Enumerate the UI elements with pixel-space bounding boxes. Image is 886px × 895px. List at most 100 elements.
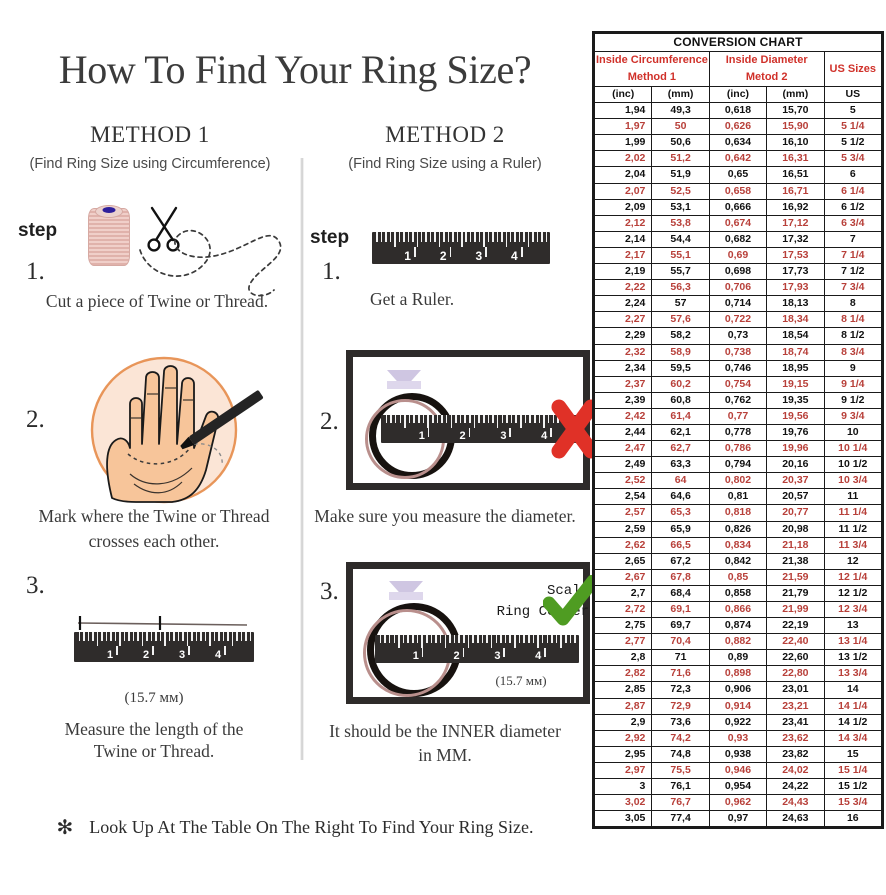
table-cell: 2,82 [593, 665, 653, 683]
table-row[interactable]: 2,85 72,3 0,906 23,01 14 [593, 681, 883, 699]
table-cell: 2,97 [593, 761, 653, 780]
ruler-tick [380, 232, 383, 242]
table-cell: 56,3 [651, 279, 710, 297]
table-row[interactable]: 2,57 65,3 0,818 20,77 11 1/4 [593, 504, 883, 522]
ruler-separator [152, 645, 154, 656]
ruler-tick [168, 632, 170, 641]
ruler-tick [500, 635, 502, 644]
ruler-tick [514, 232, 516, 242]
table-cell: 3 [593, 778, 653, 796]
table-row[interactable]: 1,99 50,6 0,634 16,10 5 1/2 [593, 134, 883, 152]
table-row[interactable]: 2,9 73,6 0,922 23,41 14 1/2 [593, 713, 883, 731]
table-row[interactable]: 2,44 62,1 0,778 19,76 10 [593, 423, 883, 442]
table-cell: 9 [823, 359, 883, 377]
ruler-tick [506, 415, 508, 424]
table-row[interactable]: 2,49 63,3 0,794 20,16 10 1/2 [593, 456, 883, 474]
table-row[interactable]: 2,14 54,4 0,682 17,32 7 [593, 230, 883, 248]
table-cell: 62,7 [651, 440, 710, 458]
ruler-tick [403, 232, 405, 242]
hand-with-thread-illustration [90, 356, 264, 504]
table-cell: 0,778 [708, 423, 768, 442]
table-row[interactable]: 2,59 65,9 0,826 20,98 11 1/2 [593, 520, 883, 538]
table-row[interactable]: 2,04 51,9 0,65 16,51 6 [593, 166, 883, 184]
ruler-number: 3 [475, 249, 483, 263]
table-row[interactable]: 2,34 59,5 0,746 18,95 9 [593, 359, 883, 377]
table-row[interactable]: 2,27 57,6 0,722 18,34 8 1/4 [593, 311, 883, 329]
table-row[interactable]: 2,8 71 0,89 22,60 13 1/2 [593, 649, 883, 667]
table-cell: 2,54 [593, 488, 653, 506]
table-row[interactable]: 3 76,1 0,954 24,22 15 1/2 [593, 778, 883, 796]
ruler-tick [379, 635, 382, 644]
table-row[interactable]: 2,32 58,9 0,738 18,74 8 3/4 [593, 343, 883, 361]
table-row[interactable]: 2,87 72,9 0,914 23,21 14 1/4 [593, 697, 883, 715]
table-cell: 11 3/4 [823, 536, 883, 554]
table-cell: 2,04 [593, 166, 653, 184]
ruler-tick [492, 415, 494, 424]
method-2-step-2-number: 2. [320, 408, 339, 435]
table-cell: 0,642 [708, 150, 768, 168]
table-row[interactable]: 3,05 77,4 0,97 24,63 16 [593, 810, 883, 828]
table-row[interactable]: 2,75 69,7 0,874 22,19 13 [593, 617, 883, 635]
table-row[interactable]: 2,22 56,3 0,706 17,93 7 3/4 [593, 279, 883, 297]
table-row[interactable]: 2,82 71,6 0,898 22,80 13 3/4 [593, 665, 883, 683]
table-cell: 2,9 [593, 713, 653, 731]
table-row[interactable]: 2,52 64 0,802 20,37 10 3/4 [593, 472, 883, 490]
table-cell: 0,922 [708, 713, 768, 731]
ruler-tick [236, 632, 238, 641]
table-cell: 2,42 [593, 407, 653, 425]
ruler-tick [472, 635, 474, 644]
table-row[interactable]: 2,07 52,5 0,658 16,71 6 1/4 [593, 182, 883, 200]
table-row[interactable]: 2,62 66,5 0,834 21,18 11 3/4 [593, 536, 883, 554]
table-row[interactable]: 2,37 60,2 0,754 19,15 9 1/4 [593, 375, 883, 393]
ruler-tick [421, 635, 423, 648]
table-cell: 1,97 [593, 118, 653, 136]
table-cell: 2,67 [593, 568, 653, 586]
table-row[interactable]: 2,47 62,7 0,786 19,96 10 1/4 [593, 440, 883, 458]
table-cell: 0,81 [708, 488, 768, 506]
ruler-tick [523, 232, 525, 242]
check-mark-icon [543, 575, 599, 626]
ruler-tick [429, 232, 432, 242]
method-2-step-1-caption: Get a Ruler. [370, 289, 455, 309]
table-row[interactable]: 2,39 60,8 0,762 19,35 9 1/2 [593, 391, 883, 409]
table-cell: 7 1/2 [823, 263, 883, 281]
ruler-tick [110, 632, 112, 641]
table-row[interactable]: 2,92 74,2 0,93 23,62 14 3/4 [593, 729, 883, 747]
table-cell: 69,7 [651, 617, 710, 635]
table-cell: 2,27 [593, 311, 653, 329]
table-row[interactable]: 2,67 67,8 0,85 21,59 12 1/4 [593, 568, 883, 586]
table-row[interactable]: 2,29 58,2 0,73 18,54 8 1/2 [593, 327, 883, 345]
table-row[interactable]: 2,09 53,1 0,666 16,92 6 1/2 [593, 198, 883, 216]
table-cell: 12 1/2 [823, 584, 883, 603]
table-cell: 75,5 [651, 761, 710, 780]
ruler-separator [427, 427, 430, 437]
table-row[interactable]: 1,94 49,3 0,618 15,70 5 [593, 102, 883, 120]
ruler-tick [505, 232, 507, 247]
ruler-tick [132, 632, 134, 641]
table-cell: 6 [823, 166, 883, 184]
table-row[interactable]: 2,7 68,4 0,858 21,79 12 1/2 [593, 584, 883, 603]
table-row[interactable]: 2,42 61,4 0,77 19,56 9 3/4 [593, 407, 883, 425]
table-row[interactable]: 2,12 53,8 0,674 17,12 6 3/4 [593, 214, 883, 232]
table-row[interactable]: 2,77 70,4 0,882 22,40 13 1/4 [593, 633, 883, 651]
table-cell: 71,6 [651, 665, 710, 683]
method-2-step-2-panel: 1 2 3 4 [346, 350, 599, 490]
table-row[interactable]: 2,19 55,7 0,698 17,73 7 1/2 [593, 263, 883, 281]
table-cell: 17,32 [766, 230, 825, 248]
ruler-tick [87, 632, 89, 641]
table-row[interactable]: 3,02 76,7 0,962 24,43 15 3/4 [593, 794, 883, 812]
table-row[interactable]: 2,24 57 0,714 18,13 8 [593, 295, 883, 313]
table-row[interactable]: 2,65 67,2 0,842 21,38 12 [593, 552, 883, 570]
table-row[interactable]: 2,17 55,1 0,69 17,53 7 1/4 [593, 246, 883, 265]
table-cell: 0,714 [708, 295, 768, 313]
table-row[interactable]: 2,97 75,5 0,946 24,02 15 1/4 [593, 761, 883, 780]
table-row[interactable]: 2,95 74,8 0,938 23,82 15 [593, 745, 883, 763]
table-cell: 0,65 [708, 166, 768, 184]
table-row[interactable]: 2,72 69,1 0,866 21,99 12 3/4 [593, 600, 883, 619]
table-row[interactable]: 2,54 64,6 0,81 20,57 11 [593, 488, 883, 506]
table-cell: 58,9 [651, 343, 710, 361]
ruler-tick [524, 415, 527, 424]
table-cell: 77,4 [651, 810, 710, 828]
table-row[interactable]: 1,97 50 0,626 15,90 5 1/4 [593, 118, 883, 136]
table-row[interactable]: 2,02 51,2 0,642 16,31 5 3/4 [593, 150, 883, 168]
